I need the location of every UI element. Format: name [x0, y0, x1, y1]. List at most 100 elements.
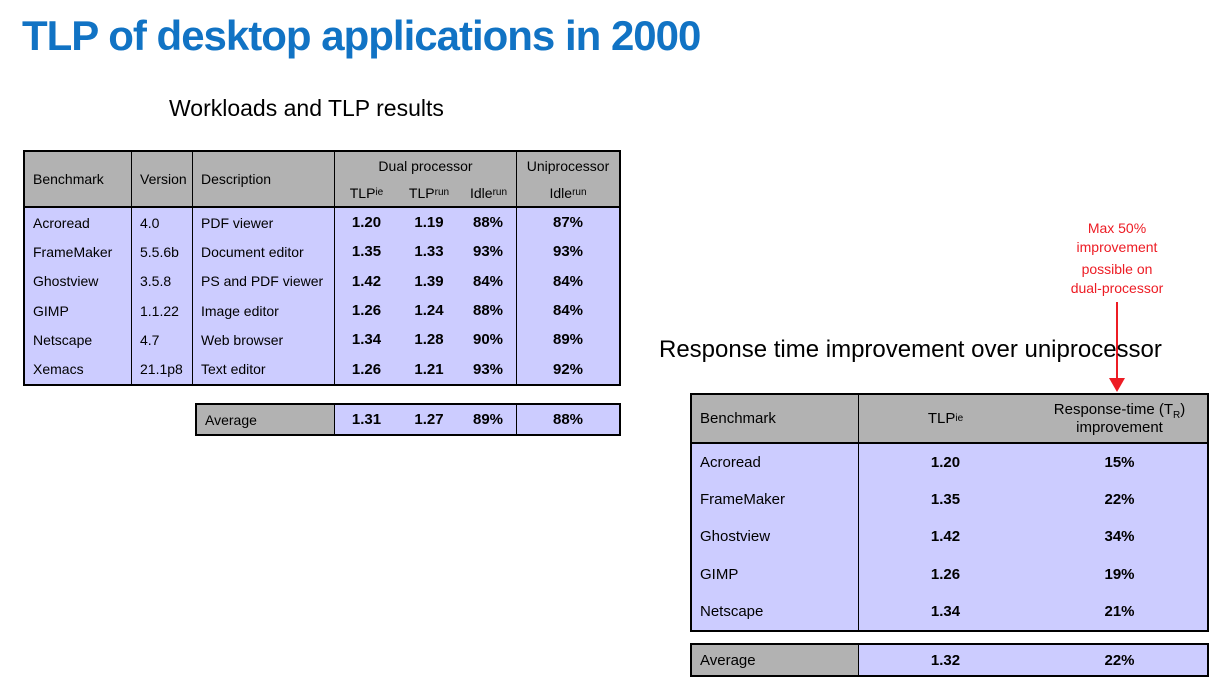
cell-tlp-ie: 1.35 — [351, 243, 382, 261]
cell-improvement: 21% — [1104, 602, 1135, 620]
cell-description: Text editor — [193, 354, 335, 384]
cell-uni-idle: 84% — [552, 272, 584, 290]
response-average-row: Average 1.32 22% — [690, 643, 1209, 677]
col-header-tlp-ie: TLP ie — [349, 185, 384, 201]
annotation-arrow-line — [1116, 302, 1118, 380]
cell-description: PDF viewer — [193, 208, 335, 238]
tr-subscript: R — [1172, 409, 1181, 421]
average-improvement: 22% — [1104, 651, 1135, 669]
cell-benchmark: GIMP — [692, 555, 859, 593]
page-title: TLP of desktop applications in 2000 — [22, 12, 701, 59]
cell-benchmark: Ghostview — [692, 518, 859, 556]
cell-benchmark: Netscape — [25, 325, 132, 355]
uniprocessor-label: Uniprocessor — [526, 158, 610, 174]
average-idle-run: 89% — [460, 405, 517, 434]
dual-processor-subheaders: TLP ie TLP run Idle run — [335, 180, 516, 206]
col-group-uniprocessor: Uniprocessor Idle run — [517, 152, 619, 208]
cell-tlp-run: 1.33 — [414, 243, 444, 261]
col-header-response-time-improvement: Response-time (TR) improvement — [1032, 395, 1207, 444]
cell-benchmark: FrameMaker — [692, 481, 859, 519]
cell-benchmark: Acroread — [692, 444, 859, 482]
tlp-label: TLP — [349, 185, 376, 201]
cell-tlp-ie: 1.26 — [351, 302, 382, 320]
cell-tlp-run: 1.24 — [414, 302, 444, 320]
idle-label: Idle — [469, 185, 493, 201]
response-time-label: Response-time (T — [1053, 400, 1173, 418]
col-header-tlp-ie: TLP ie — [859, 395, 1032, 444]
cell-tlp-run: 1.28 — [414, 331, 444, 349]
tlp-label: TLP — [927, 410, 956, 427]
average-tlp-ie: 1.31 — [351, 411, 382, 428]
cell-description: Web browser — [193, 325, 335, 355]
average-label: Average — [197, 405, 335, 434]
cell-tlp-ie: 1.42 — [351, 272, 382, 290]
cell-improvement: 19% — [1104, 565, 1135, 583]
cell-uni-idle: 93% — [552, 243, 584, 261]
col-header-description: Description — [193, 152, 335, 208]
cell-tlp-ie: 1.35 — [930, 491, 961, 509]
cell-version: 1.1.22 — [132, 295, 193, 326]
cell-version: 5.5.6b — [132, 237, 193, 267]
workloads-caption: Workloads and TLP results — [169, 95, 444, 121]
col-header-version: Version — [132, 152, 193, 208]
average-uni-idle: 88% — [552, 411, 584, 428]
cell-benchmark: Acroread — [25, 208, 132, 238]
cell-tlp-ie: 1.34 — [930, 602, 961, 620]
workloads-average-row: Average 1.31 1.27 89% 88% — [195, 403, 621, 436]
cell-improvement: 15% — [1104, 454, 1135, 472]
cell-benchmark: Netscape — [692, 592, 859, 630]
annotation-arrow-head-icon — [1109, 378, 1125, 392]
cell-idle-run: 93% — [460, 237, 517, 267]
cell-benchmark: Xemacs — [25, 354, 132, 384]
response-caption: Response time improvement over uniproces… — [659, 336, 1162, 363]
cell-uni-idle: 92% — [552, 360, 584, 378]
cell-improvement: 22% — [1104, 491, 1135, 509]
cell-idle-run: 88% — [460, 295, 517, 326]
average-tlp-run: 1.27 — [414, 411, 444, 428]
cell-description: Image editor — [193, 295, 335, 326]
cell-benchmark: GIMP — [25, 295, 132, 326]
workloads-table: Benchmark Version Description Dual proce… — [23, 150, 621, 386]
response-time-header-line2: improvement — [1076, 418, 1163, 436]
max-improvement-annotation: Max 50% improvement possible on dual-pro… — [1027, 219, 1207, 298]
cell-tlp-ie: 1.26 — [351, 360, 382, 378]
cell-idle-run: 84% — [460, 266, 517, 296]
cell-idle-run: 93% — [460, 354, 517, 384]
response-table: Benchmark TLP ie Response-time (TR) impro… — [690, 393, 1209, 632]
cell-tlp-run: 1.19 — [414, 214, 444, 232]
cell-version: 21.1p8 — [132, 354, 193, 384]
col-header-benchmark: Benchmark — [25, 152, 132, 208]
cell-idle-run: 88% — [460, 208, 517, 238]
dual-processor-label: Dual processor — [378, 158, 473, 174]
close-paren: ) — [1180, 400, 1186, 418]
col-header-idle-run: Idle run — [469, 185, 508, 201]
tlp-label: TLP — [408, 185, 435, 201]
annotation-line: dual-processor — [1070, 280, 1164, 296]
cell-tlp-ie: 1.20 — [351, 214, 382, 232]
annotation-line: possible on — [1081, 261, 1153, 277]
cell-tlp-run: 1.39 — [414, 272, 444, 290]
cell-description: Document editor — [193, 237, 335, 267]
cell-tlp-ie: 1.26 — [930, 565, 961, 583]
cell-uni-idle: 87% — [552, 214, 584, 232]
cell-version: 4.7 — [132, 325, 193, 355]
cell-tlp-run: 1.21 — [414, 360, 444, 378]
cell-idle-run: 90% — [460, 325, 517, 355]
col-group-dual-processor: Dual processor TLP ie TLP run Idle run — [335, 152, 517, 208]
cell-benchmark: FrameMaker — [25, 237, 132, 267]
cell-uni-idle: 89% — [552, 331, 584, 349]
cell-tlp-ie: 1.20 — [930, 454, 961, 472]
cell-version: 3.5.8 — [132, 266, 193, 296]
cell-description: PS and PDF viewer — [193, 266, 335, 296]
cell-tlp-ie: 1.34 — [351, 331, 382, 349]
response-time-header-line1: Response-time (TR) — [1053, 400, 1186, 421]
cell-benchmark: Ghostview — [25, 266, 132, 296]
col-header-tlp-run: TLP run — [408, 185, 450, 201]
annotation-line: improvement — [1076, 239, 1158, 255]
idle-label: Idle — [549, 185, 573, 201]
average-tlp-ie: 1.32 — [930, 651, 961, 669]
cell-tlp-ie: 1.42 — [930, 528, 961, 546]
average-label: Average — [692, 645, 859, 675]
cell-version: 4.0 — [132, 208, 193, 238]
